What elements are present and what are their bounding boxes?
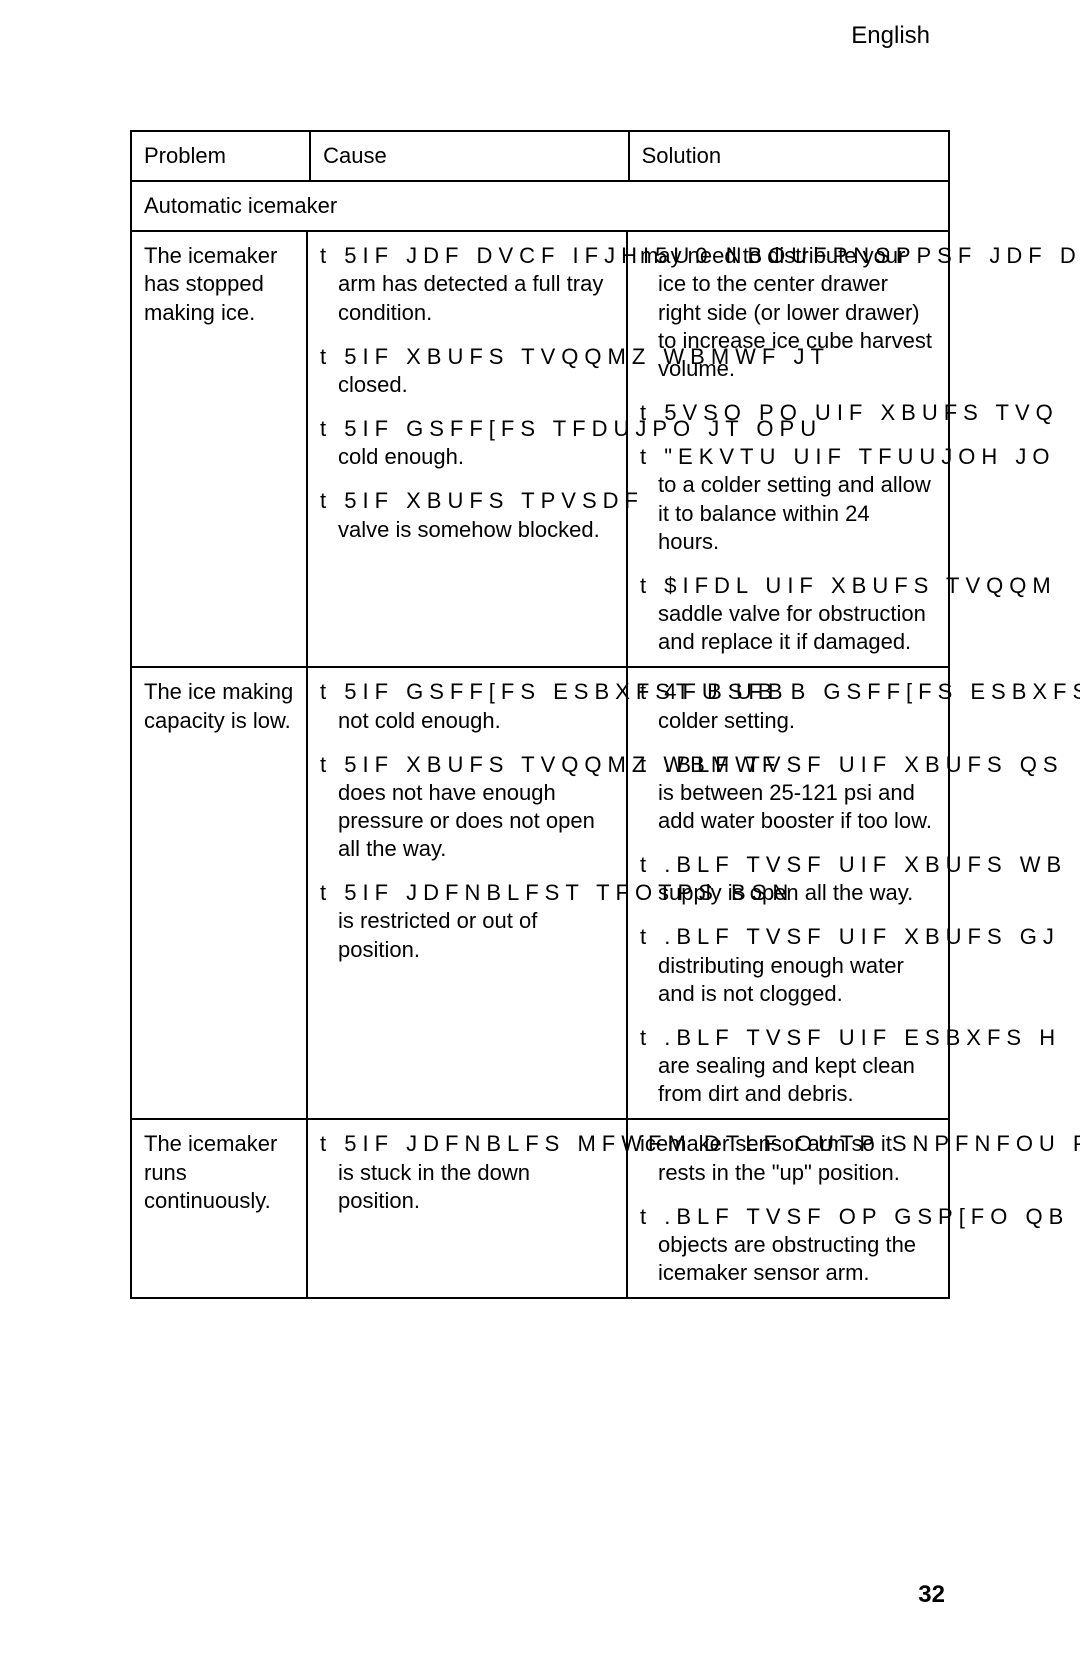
- solution-text: colder setting.: [658, 708, 795, 733]
- garbled-text: t .BLF TVSF UIF XBUFS GJ: [640, 924, 1060, 949]
- cause-item: t 5IF XBUFS TPVSDF valve is somehow bloc…: [320, 487, 614, 543]
- solution-text: may need to distribute your ice to the c…: [640, 243, 932, 381]
- solution-item: t .BLF TVSF UIF XBUFS QS is between 25-1…: [640, 751, 936, 835]
- cause-item: t 5IF JDFNBLFS MFWFM DTLF OUTP SNPFNFOU …: [320, 1130, 614, 1214]
- cell-solution: may need to distribute your ice to the c…: [628, 232, 948, 666]
- cause-text: closed.: [338, 372, 408, 397]
- solution-item: t .BLF TVSF UIF ESBXFS H are sealing and…: [640, 1024, 936, 1108]
- solution-item: t .BLF TVSF UIF XBUFS WB supply is open …: [640, 851, 936, 907]
- cause-text: valve is somehow blocked.: [338, 517, 600, 542]
- cause-text: cold enough.: [338, 444, 464, 469]
- garbled-text: t .BLF TVSF OP GSP[FO QB: [640, 1204, 1069, 1229]
- cell-problem: The icemaker has stopped making ice.: [132, 232, 308, 666]
- solution-item: icemaker sensor arm so it rests in the "…: [640, 1130, 936, 1186]
- solution-text: to a colder setting and allow it to bala…: [658, 472, 931, 553]
- cause-item: t 5IF JDF DVCF IFJHI5U0 NBOUFPNSPPSF JDF…: [320, 242, 614, 326]
- cause-text: is restricted or out of position.: [338, 908, 537, 961]
- solution-item: t .BLF TVSF UIF XBUFS GJ distributing en…: [640, 923, 936, 1007]
- cause-item: t 5IF GSFF[FS ESBXFST BSFB not cold enou…: [320, 678, 614, 734]
- header-problem: Problem: [132, 132, 311, 180]
- page-header-language: English: [851, 22, 930, 50]
- cell-solution: icemaker sensor arm so it rests in the "…: [628, 1120, 948, 1297]
- solution-item: t $IFDL UIF XBUFS TVQQM saddle valve for…: [640, 572, 936, 656]
- cause-item: t 5IF JDFNBLFST TFOTPS BSN is restricted…: [320, 879, 614, 963]
- solution-text: icemaker sensor arm so it rests in the "…: [640, 1131, 900, 1184]
- cause-item: t 5IF GSFF[FS TFDUJPO JT OPU cold enough…: [320, 415, 614, 471]
- cell-solution: t 4FU UB B GSFF[FS ESBXFS colder setting…: [628, 668, 948, 1118]
- cause-text: does not have enough pressure or does no…: [338, 780, 595, 861]
- table-header-row: Problem Cause Solution: [132, 132, 948, 182]
- solution-text: is between 25-121 psi and add water boos…: [658, 780, 932, 833]
- solution-item: t .BLF TVSF OP GSP[FO QB objects are obs…: [640, 1203, 936, 1287]
- header-cause: Cause: [311, 132, 629, 180]
- cell-cause: t 5IF JDF DVCF IFJHI5U0 NBOUFPNSPPSF JDF…: [308, 232, 628, 666]
- cause-text: arm has detected a full tray condition.: [338, 271, 603, 324]
- solution-item: may need to distribute your ice to the c…: [640, 242, 936, 383]
- cell-cause: t 5IF GSFF[FS ESBXFST BSFB not cold enou…: [308, 668, 628, 1118]
- solution-text: objects are obstructing the icemaker sen…: [658, 1232, 916, 1285]
- section-header: Automatic icemaker: [132, 182, 948, 232]
- solution-item: t 5VSO PO UIF XBUFS TVQ: [640, 399, 936, 427]
- table-row: The ice making capacity is low. t 5IF GS…: [132, 668, 948, 1120]
- solution-text: are sealing and kept clean from dirt and…: [658, 1053, 915, 1106]
- garbled-text: t 4FU UB B GSFF[FS ESBXFS: [640, 679, 1080, 704]
- garbled-text: t .BLF TVSF UIF XBUFS WB: [640, 852, 1067, 877]
- solution-item: t 4FU UB B GSFF[FS ESBXFS colder setting…: [640, 678, 936, 734]
- cause-item: t 5IF XBUFS TVQQMZ WBMWF does not have e…: [320, 751, 614, 864]
- garbled-text: t .BLF TVSF UIF ESBXFS H: [640, 1025, 1061, 1050]
- solution-text: supply is open all the way.: [658, 880, 913, 905]
- cause-text: not cold enough.: [338, 708, 501, 733]
- garbled-text: t 5IF XBUFS TPVSDF: [320, 488, 644, 513]
- table-row: The icemaker has stopped making ice. t 5…: [132, 232, 948, 668]
- garbled-text: t $IFDL UIF XBUFS TVQQM: [640, 573, 1057, 598]
- cell-cause: t 5IF JDFNBLFS MFWFM DTLF OUTP SNPFNFOU …: [308, 1120, 628, 1297]
- garbled-text: t "EKVTU UIF TFUUJOH JO: [640, 444, 1056, 469]
- garbled-text: t .BLF TVSF UIF XBUFS QS: [640, 752, 1064, 777]
- page-number: 32: [918, 1581, 945, 1609]
- solution-item: t "EKVTU UIF TFUUJOH JO to a colder sett…: [640, 443, 936, 556]
- cell-problem: The icemaker runs continuously.: [132, 1120, 308, 1297]
- solution-text: saddle valve for obstruction and replace…: [658, 601, 926, 654]
- table-row: The icemaker runs continuously. t 5IF JD…: [132, 1120, 948, 1297]
- cause-item: t 5IF XBUFS TVQQMZ WBMWF JT closed.: [320, 343, 614, 399]
- header-solution: Solution: [630, 132, 948, 180]
- cell-problem: The ice making capacity is low.: [132, 668, 308, 1118]
- solution-text: distributing enough water and is not clo…: [658, 953, 904, 1006]
- cause-text: is stuck in the down position.: [338, 1160, 530, 1213]
- troubleshooting-table: Problem Cause Solution Automatic icemake…: [130, 130, 950, 1299]
- garbled-text: t 5VSO PO UIF XBUFS TVQ: [640, 400, 1059, 425]
